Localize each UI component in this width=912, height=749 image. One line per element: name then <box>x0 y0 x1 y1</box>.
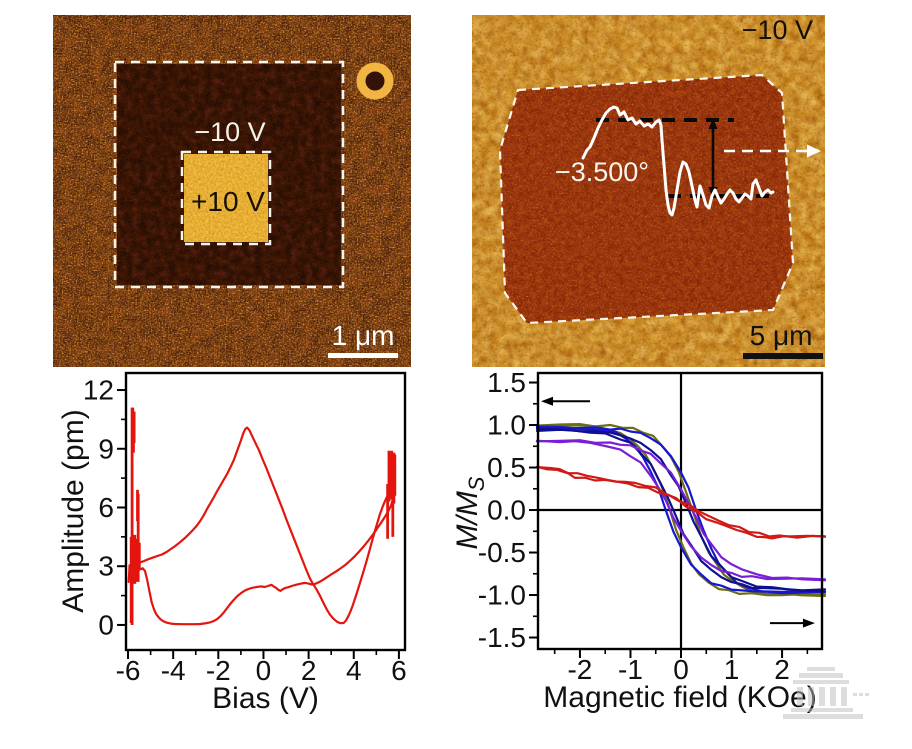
y-tick-label: 0.5 <box>487 452 526 483</box>
sweep-direction-arrowhead <box>541 396 554 406</box>
profile-direction-arrow <box>724 144 821 158</box>
domain-speckle <box>500 75 793 323</box>
y-tick-label: 1.0 <box>487 410 526 441</box>
y-tick-label: 0.0 <box>487 495 526 526</box>
y-tick-label: 6 <box>98 492 114 523</box>
y-tick-label: -1.0 <box>478 580 526 611</box>
scale-bar <box>743 353 823 359</box>
y-tick-label: 3 <box>98 551 114 582</box>
series-line <box>535 439 827 582</box>
x-tick-label: -2 <box>206 655 231 686</box>
series-line <box>535 425 827 595</box>
pfm-phase-image-large-domain: −3.500° −10 V 5 μm <box>472 15 825 367</box>
series-line <box>535 439 827 581</box>
series-line <box>535 465 827 540</box>
corner-bias-label: −10 V <box>742 15 813 45</box>
scale-bar-label: 1 μm <box>332 320 395 351</box>
phase-value-label: −3.500° <box>555 157 649 187</box>
y-tick-label: 9 <box>98 433 114 464</box>
x-tick-label: 0 <box>673 654 689 685</box>
x-tick-label: -6 <box>116 655 141 686</box>
scale-bar-label: 5 μm <box>750 320 813 351</box>
surface-defect-ring <box>356 62 394 100</box>
x-tick-label: 2 <box>301 655 317 686</box>
x-axis-label: Bias (V) <box>212 682 319 715</box>
series-line <box>535 427 827 592</box>
x-axis-label: Magnetic field (KOe) <box>543 681 816 714</box>
y-tick-label: 12 <box>83 375 114 406</box>
watermark-logo <box>783 667 869 719</box>
x-tick-label: 2 <box>774 654 790 685</box>
x-tick-label: 6 <box>391 655 407 686</box>
series-line <box>127 489 396 626</box>
y-tick-label: -1.5 <box>478 622 526 653</box>
series-line <box>535 465 827 539</box>
x-tick-label: -4 <box>161 655 186 686</box>
y-tick-label: -0.5 <box>478 537 526 568</box>
x-tick-label: 1 <box>724 654 740 685</box>
phase-line-profile-trace <box>581 105 775 217</box>
magnetization-hysteresis-chart: -2 -1 0 1 2 1.5 1.0 0.5 0.0 -0.5 -1.0 -1.5 Magnetic … <box>451 368 827 714</box>
scale-bar <box>328 353 398 358</box>
y-tick-label: 0 <box>98 609 114 640</box>
x-tick-label: -1 <box>618 654 643 685</box>
domain-dashed-outline <box>498 73 795 325</box>
sweep-direction-arrowhead <box>802 618 815 628</box>
series-line <box>129 426 395 625</box>
x-tick-label: -2 <box>567 654 592 685</box>
pfm-phase-image-written-squares: −10 V +10 V 1 μm <box>53 15 411 367</box>
inner-domain-dashed-outline <box>180 150 272 246</box>
outer-domain-label: −10 V <box>194 117 265 147</box>
y-axis-label: Amplitude (pm) <box>60 409 90 612</box>
outer-domain-dashed-outline <box>113 60 345 289</box>
inner-domain-label: +10 V <box>191 186 265 217</box>
y-tick-label: 1.5 <box>487 368 526 398</box>
x-tick-label: 0 <box>256 655 272 686</box>
inner-domain-dark-speckle <box>184 154 268 242</box>
series-line <box>535 428 827 593</box>
axes-frame <box>124 371 407 652</box>
switched-domain-texture <box>500 75 793 323</box>
y-axis-label: M/MS <box>451 476 489 549</box>
x-tick-label: 4 <box>346 655 362 686</box>
